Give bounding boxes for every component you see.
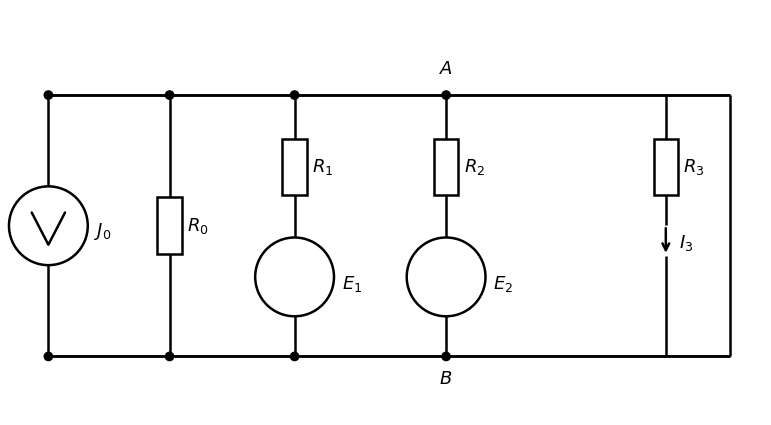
Circle shape xyxy=(407,238,486,316)
Text: $B$: $B$ xyxy=(439,370,453,388)
Text: $R_3$: $R_3$ xyxy=(683,157,705,177)
Circle shape xyxy=(442,352,450,360)
Text: $A$: $A$ xyxy=(439,60,453,78)
Bar xyxy=(434,139,458,196)
Circle shape xyxy=(44,91,52,99)
Circle shape xyxy=(255,238,334,316)
Text: $J_0$: $J_0$ xyxy=(94,221,111,242)
Circle shape xyxy=(166,91,173,99)
Circle shape xyxy=(44,352,52,360)
Circle shape xyxy=(9,187,88,265)
Circle shape xyxy=(442,91,450,99)
Circle shape xyxy=(291,352,298,360)
Bar xyxy=(157,197,182,254)
Text: $E_2$: $E_2$ xyxy=(493,275,513,295)
Bar xyxy=(282,139,307,196)
Circle shape xyxy=(291,91,298,99)
Text: $R_2$: $R_2$ xyxy=(463,157,485,177)
Text: $I_3$: $I_3$ xyxy=(679,233,694,253)
Circle shape xyxy=(166,352,173,360)
Text: $R_0$: $R_0$ xyxy=(187,216,209,236)
Bar xyxy=(654,139,678,196)
Text: $R_1$: $R_1$ xyxy=(312,157,333,177)
Text: $E_1$: $E_1$ xyxy=(342,275,362,295)
